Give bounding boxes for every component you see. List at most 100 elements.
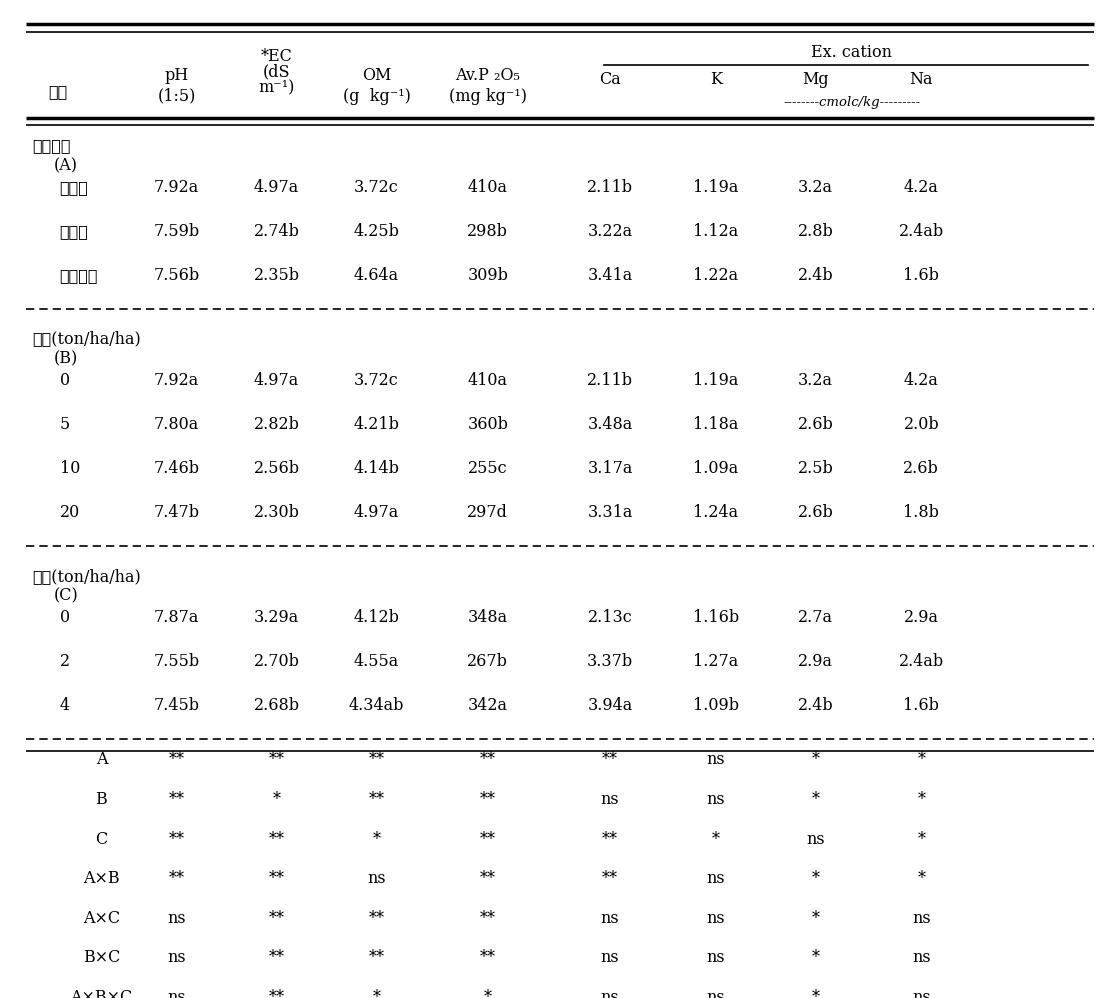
Text: 3.94a: 3.94a: [587, 698, 633, 715]
Text: 3.41a: 3.41a: [587, 267, 633, 284]
Text: 2.4ab: 2.4ab: [898, 223, 944, 240]
Text: **: **: [479, 949, 496, 966]
Text: *: *: [812, 949, 820, 966]
Text: 342a: 342a: [468, 698, 507, 715]
Text: 1.6b: 1.6b: [904, 698, 940, 715]
Text: 7.55b: 7.55b: [153, 654, 199, 671]
Text: Na: Na: [909, 71, 933, 88]
Text: 1.09b: 1.09b: [692, 698, 738, 715]
Text: 2.11b: 2.11b: [587, 372, 633, 389]
Text: 7.59b: 7.59b: [153, 223, 199, 240]
Text: 2.8b: 2.8b: [797, 223, 833, 240]
Text: 20: 20: [59, 504, 80, 521]
Text: 3.17a: 3.17a: [587, 460, 633, 477]
Text: **: **: [479, 791, 496, 808]
Text: 4.25b: 4.25b: [354, 223, 400, 240]
Text: **: **: [168, 751, 185, 768]
Text: 1.09a: 1.09a: [693, 460, 738, 477]
Text: 2.30b: 2.30b: [253, 504, 299, 521]
Text: *: *: [484, 989, 492, 998]
Text: *: *: [373, 989, 381, 998]
Text: 4.12b: 4.12b: [354, 609, 400, 626]
Text: ns: ns: [600, 791, 619, 808]
Text: 3.31a: 3.31a: [587, 504, 633, 521]
Text: 처리방법: 처리방법: [32, 138, 71, 155]
Text: (C): (C): [54, 588, 78, 605]
Text: A×B×C: A×B×C: [71, 989, 132, 998]
Text: 2.4b: 2.4b: [797, 267, 833, 284]
Text: **: **: [368, 949, 384, 966]
Text: ns: ns: [600, 989, 619, 998]
Text: 7.92a: 7.92a: [153, 372, 199, 389]
Text: 3.72c: 3.72c: [354, 179, 399, 196]
Text: K: K: [710, 71, 721, 88]
Text: **: **: [269, 989, 284, 998]
Text: 3.48a: 3.48a: [587, 416, 633, 433]
Text: ns: ns: [167, 989, 186, 998]
Text: 1.6b: 1.6b: [904, 267, 940, 284]
Text: 2.35b: 2.35b: [253, 267, 299, 284]
Text: 3.37b: 3.37b: [587, 654, 633, 671]
Text: 2.4b: 2.4b: [797, 698, 833, 715]
Text: 7.87a: 7.87a: [153, 609, 199, 626]
Text: 0: 0: [59, 372, 69, 389]
Text: ns: ns: [707, 791, 725, 808]
Text: *: *: [812, 751, 820, 768]
Text: B×C: B×C: [83, 949, 120, 966]
Text: **: **: [269, 870, 284, 887]
Text: 1.12a: 1.12a: [693, 223, 738, 240]
Text: 410a: 410a: [468, 372, 507, 389]
Text: Ex. cation: Ex. cation: [811, 44, 893, 61]
Text: 세절볏짚: 세절볏짚: [59, 267, 99, 284]
Text: *: *: [812, 989, 820, 998]
Text: ns: ns: [167, 910, 186, 927]
Text: 처리: 처리: [48, 83, 68, 100]
Text: 3.2a: 3.2a: [799, 179, 833, 196]
Text: **: **: [479, 751, 496, 768]
Text: 410a: 410a: [468, 179, 507, 196]
Text: **: **: [269, 751, 284, 768]
Text: 2.74b: 2.74b: [253, 223, 299, 240]
Text: m⁻¹): m⁻¹): [259, 80, 295, 97]
Text: 1.8b: 1.8b: [904, 504, 940, 521]
Text: 0: 0: [59, 609, 69, 626]
Text: 3.29a: 3.29a: [254, 609, 299, 626]
Text: **: **: [368, 751, 384, 768]
Text: 4.97a: 4.97a: [254, 372, 299, 389]
Text: 7.92a: 7.92a: [153, 179, 199, 196]
Text: 4.97a: 4.97a: [354, 504, 399, 521]
Text: 2.9a: 2.9a: [799, 654, 833, 671]
Text: ns: ns: [167, 949, 186, 966]
Text: 통볏짚: 통볏짚: [59, 223, 88, 240]
Text: **: **: [603, 870, 618, 887]
Text: 4.64a: 4.64a: [354, 267, 399, 284]
Text: 대조구: 대조구: [59, 179, 88, 196]
Text: 4.2a: 4.2a: [904, 372, 939, 389]
Text: 2.7a: 2.7a: [799, 609, 833, 626]
Text: Av.P ₂O₅: Av.P ₂O₅: [456, 67, 520, 84]
Text: *: *: [917, 870, 925, 887]
Text: 7.45b: 7.45b: [153, 698, 199, 715]
Text: 3.22a: 3.22a: [588, 223, 633, 240]
Text: ns: ns: [912, 949, 931, 966]
Text: Ca: Ca: [599, 71, 620, 88]
Text: *: *: [711, 830, 720, 847]
Text: --------cmolc/kg---------: --------cmolc/kg---------: [783, 96, 921, 109]
Text: 4.21b: 4.21b: [354, 416, 400, 433]
Text: C: C: [95, 830, 108, 847]
Text: 2.6b: 2.6b: [904, 460, 940, 477]
Text: ns: ns: [707, 910, 725, 927]
Text: (B): (B): [54, 350, 78, 367]
Text: (g  kg⁻¹): (g kg⁻¹): [343, 88, 411, 105]
Text: 4.97a: 4.97a: [254, 179, 299, 196]
Text: ns: ns: [600, 910, 619, 927]
Text: **: **: [269, 830, 284, 847]
Text: pH: pH: [165, 67, 188, 84]
Text: *: *: [812, 870, 820, 887]
Text: 2.11b: 2.11b: [587, 179, 633, 196]
Text: 2.6b: 2.6b: [797, 416, 833, 433]
Text: 360b: 360b: [467, 416, 508, 433]
Text: OM: OM: [362, 67, 391, 84]
Text: **: **: [603, 830, 618, 847]
Text: **: **: [269, 910, 284, 927]
